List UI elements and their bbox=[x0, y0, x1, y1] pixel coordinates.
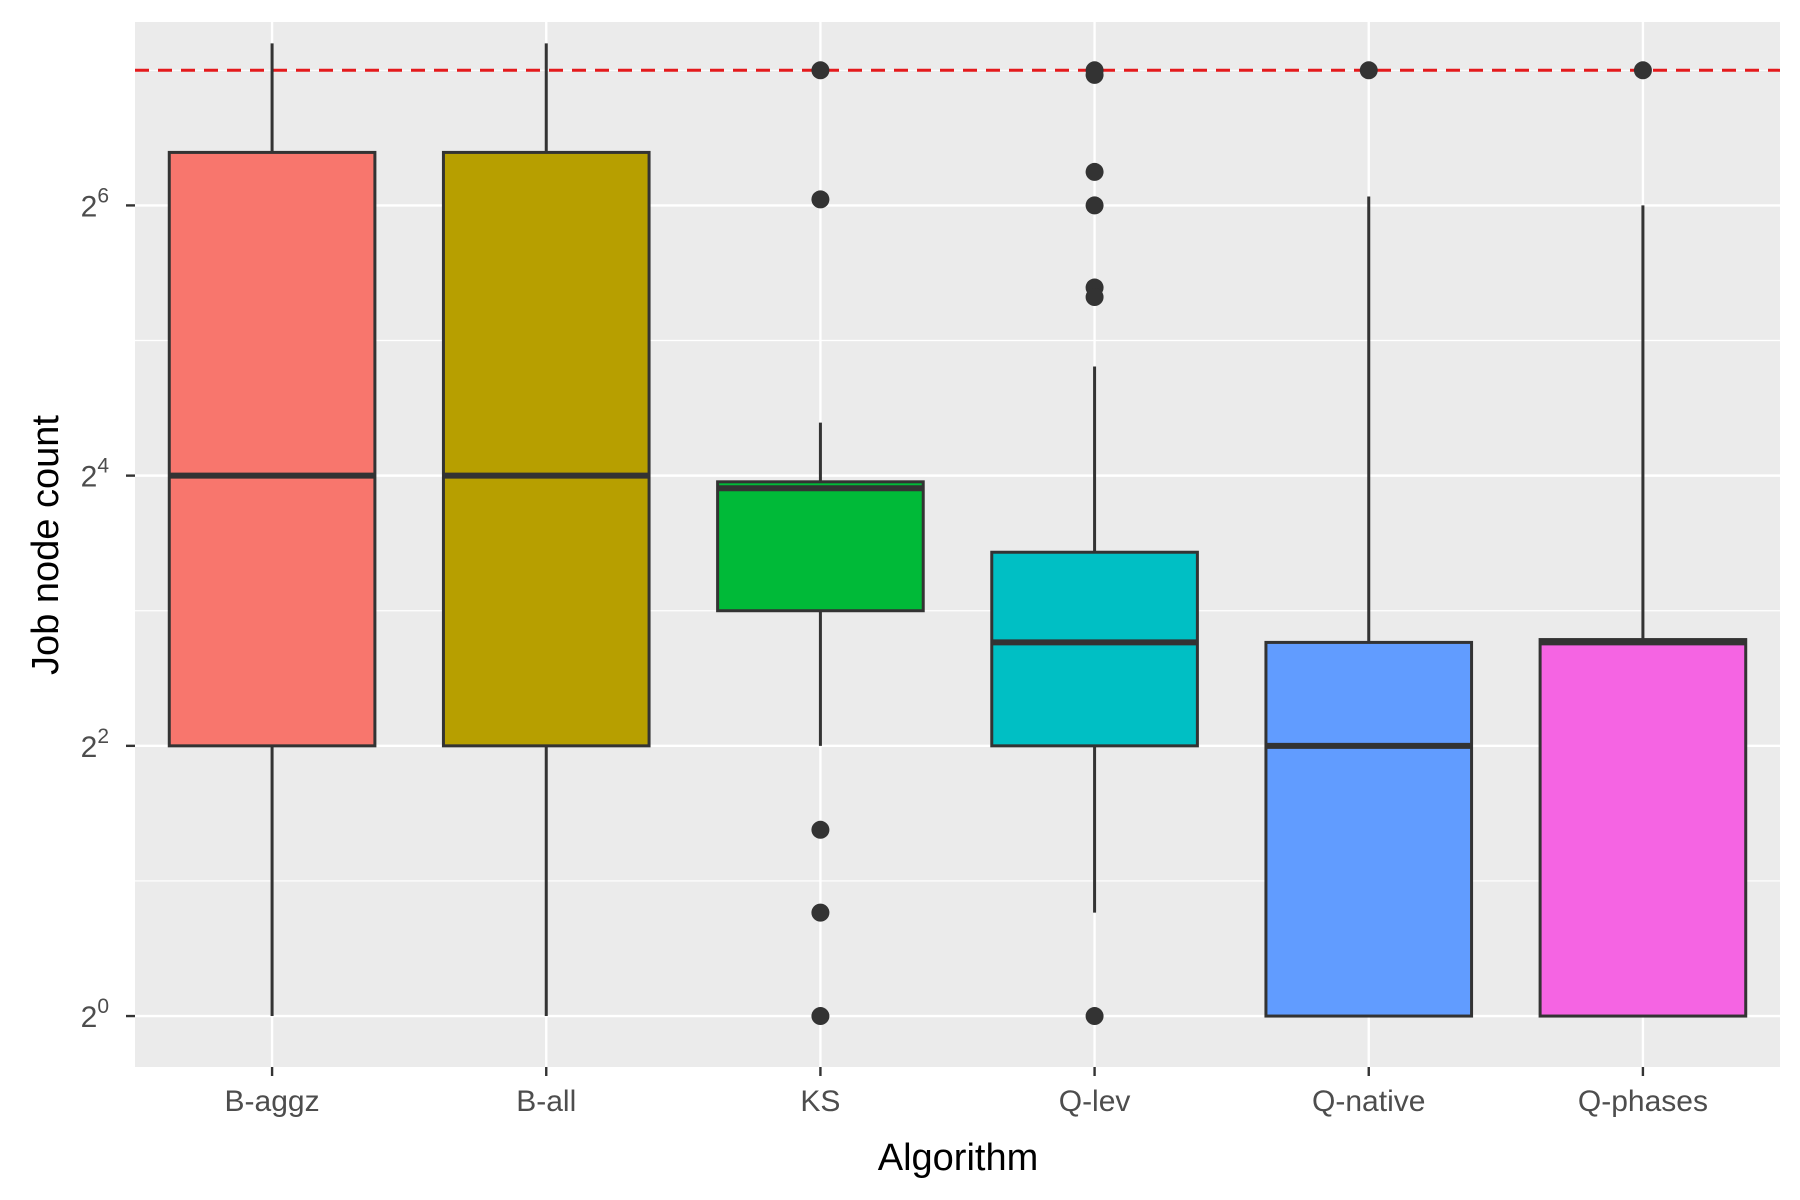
x-axis: B-aggz B-all KS Q-lev Q-native Q-phases bbox=[225, 1067, 1708, 1118]
outlier-point bbox=[811, 820, 830, 839]
outlier-point bbox=[1085, 196, 1104, 215]
plot-panel bbox=[135, 22, 1780, 1067]
iqr-box bbox=[167, 150, 377, 748]
outlier-point bbox=[1633, 61, 1652, 80]
y-tick-label: 24 bbox=[81, 455, 110, 494]
outlier-point bbox=[1085, 162, 1104, 181]
x-axis-title: Algorithm bbox=[878, 1137, 1039, 1179]
x-tick-label: Q-phases bbox=[1578, 1085, 1708, 1118]
iqr-box bbox=[441, 150, 651, 748]
outlier-point bbox=[1085, 65, 1104, 84]
box-b-aggz bbox=[167, 43, 377, 1017]
outliers-group bbox=[811, 61, 1652, 1026]
boxes-group bbox=[167, 43, 1748, 1018]
box-ks bbox=[716, 422, 925, 746]
box-q-native bbox=[1264, 196, 1474, 1018]
box-q-lev bbox=[990, 366, 1199, 913]
outlier-point bbox=[811, 1007, 830, 1026]
box-b-all bbox=[441, 43, 651, 1017]
x-tick-label: B-aggz bbox=[225, 1085, 320, 1118]
iqr-box bbox=[1264, 640, 1474, 1018]
y-axis: 20 22 24 26 bbox=[81, 184, 135, 1034]
iqr-box bbox=[990, 550, 1199, 748]
outlier-point bbox=[1085, 1007, 1104, 1026]
box-q-phases bbox=[1538, 205, 1748, 1018]
x-tick-label: KS bbox=[800, 1085, 840, 1118]
y-tick-label: 26 bbox=[81, 184, 109, 223]
x-tick-label: B-all bbox=[516, 1085, 576, 1118]
outlier-point bbox=[1359, 61, 1378, 80]
y-tick-label: 20 bbox=[81, 995, 109, 1034]
outlier-point bbox=[1085, 288, 1104, 307]
x-tick-label: Q-lev bbox=[1059, 1085, 1131, 1118]
outlier-point bbox=[811, 903, 830, 922]
outlier-point bbox=[811, 190, 830, 209]
iqr-box bbox=[716, 480, 925, 613]
x-tick-label: Q-native bbox=[1312, 1085, 1425, 1118]
y-axis-title: Job node count bbox=[25, 415, 67, 675]
iqr-box bbox=[1538, 638, 1748, 1018]
outlier-point bbox=[811, 61, 830, 80]
y-tick-label: 22 bbox=[81, 725, 109, 764]
